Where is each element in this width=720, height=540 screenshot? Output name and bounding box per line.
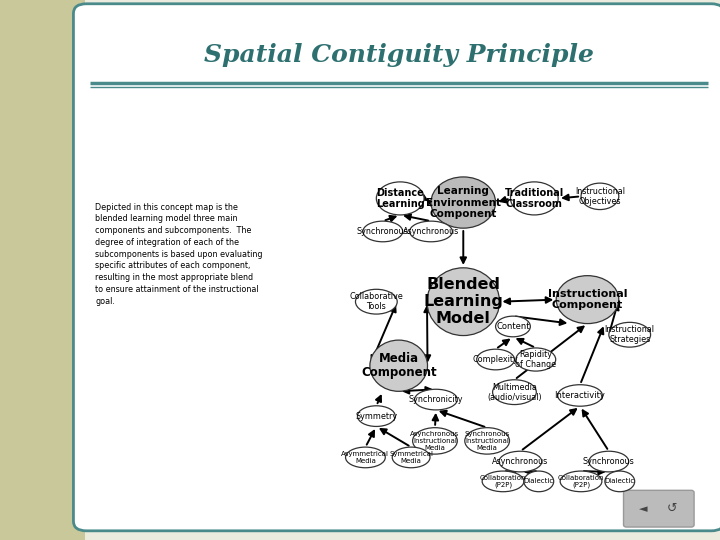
Text: Asynchronous
Instructional
Media: Asynchronous Instructional Media (410, 431, 459, 451)
Ellipse shape (357, 406, 395, 427)
FancyBboxPatch shape (0, 0, 85, 540)
Ellipse shape (605, 471, 635, 492)
Text: Asymmetrical
Media: Asymmetrical Media (341, 451, 390, 464)
FancyBboxPatch shape (73, 4, 720, 531)
Ellipse shape (370, 340, 428, 392)
Text: Distance
Learning: Distance Learning (376, 188, 425, 209)
Text: Blended
Learning
Model: Blended Learning Model (423, 278, 503, 326)
Ellipse shape (589, 451, 629, 472)
Ellipse shape (524, 471, 554, 492)
FancyBboxPatch shape (624, 490, 694, 527)
Ellipse shape (581, 183, 618, 210)
Text: Synchronous
Instructional
Media: Synchronous Instructional Media (464, 431, 510, 451)
Text: Asynchronous: Asynchronous (403, 227, 459, 236)
Text: Instructional
Component: Instructional Component (548, 289, 627, 310)
Text: Synchronicity: Synchronicity (409, 395, 463, 404)
Text: ↺: ↺ (667, 502, 677, 515)
Ellipse shape (558, 384, 603, 406)
Text: Interactivity: Interactivity (554, 391, 606, 400)
Ellipse shape (410, 221, 452, 242)
Ellipse shape (346, 447, 385, 468)
Ellipse shape (413, 428, 457, 454)
Ellipse shape (377, 182, 424, 215)
Text: Instructional
Objectives: Instructional Objectives (575, 187, 625, 206)
Text: Symmetrical
Media: Symmetrical Media (389, 451, 433, 464)
Text: Complexity: Complexity (473, 355, 518, 364)
Ellipse shape (356, 289, 397, 314)
Text: Dialectic: Dialectic (605, 478, 635, 484)
Text: Multimedia
(audio/visual): Multimedia (audio/visual) (487, 383, 541, 402)
Text: Depicted in this concept map is the
blended learning model three main
components: Depicted in this concept map is the blen… (95, 202, 263, 306)
Text: Symmetry: Symmetry (355, 411, 397, 421)
Ellipse shape (499, 451, 541, 472)
Ellipse shape (363, 221, 402, 242)
Ellipse shape (510, 182, 558, 215)
Text: Dialectic: Dialectic (523, 478, 554, 484)
Ellipse shape (609, 322, 651, 347)
Ellipse shape (392, 447, 430, 468)
Text: Collaborative
Tools: Collaborative Tools (349, 292, 403, 311)
Ellipse shape (492, 380, 536, 404)
Text: Learning
Environment
Component: Learning Environment Component (426, 186, 501, 219)
Ellipse shape (465, 428, 510, 454)
Ellipse shape (482, 471, 524, 492)
Text: Media
Component: Media Component (361, 352, 436, 380)
Text: Asynchronous: Asynchronous (492, 457, 549, 466)
Text: Collaboration
(P2P): Collaboration (P2P) (480, 475, 526, 488)
Ellipse shape (477, 349, 515, 370)
Ellipse shape (427, 268, 500, 335)
Text: Content: Content (496, 322, 530, 331)
Text: Synchronous: Synchronous (357, 227, 409, 236)
Ellipse shape (560, 471, 602, 492)
Ellipse shape (556, 275, 618, 323)
Ellipse shape (495, 316, 531, 337)
Ellipse shape (415, 389, 457, 410)
Ellipse shape (516, 348, 556, 371)
Text: Spatial Contiguity Principle: Spatial Contiguity Principle (204, 43, 594, 67)
Text: Instructional
Strategies: Instructional Strategies (605, 325, 654, 345)
Text: Traditional
Classroom: Traditional Classroom (505, 188, 564, 209)
Ellipse shape (431, 177, 495, 228)
Text: ◄: ◄ (639, 504, 647, 514)
Text: Rapidity
of Change: Rapidity of Change (516, 350, 557, 369)
Text: Synchronous: Synchronous (583, 457, 635, 466)
Text: Collaboration
(P2P): Collaboration (P2P) (558, 475, 604, 488)
